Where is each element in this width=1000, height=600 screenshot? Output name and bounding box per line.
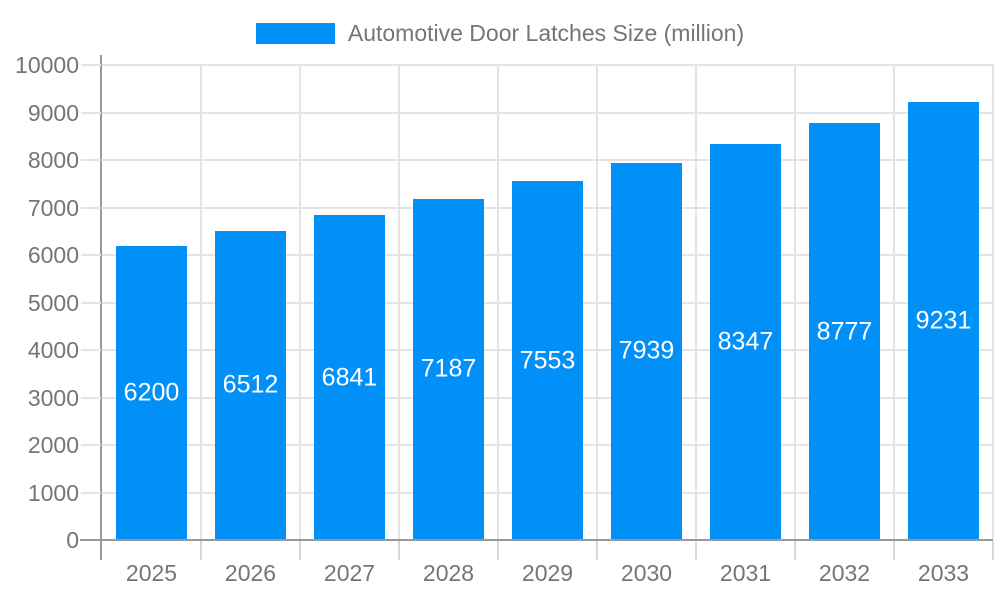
y-tick-label: 4000 <box>27 337 79 363</box>
x-tick-label: 2030 <box>620 560 673 586</box>
bar-value-label: 6200 <box>123 378 180 407</box>
bar-2031[interactable]: 8347 <box>710 143 781 540</box>
y-tick-label: 6000 <box>27 242 79 268</box>
v-gridline <box>992 65 994 540</box>
h-gridline <box>102 111 993 114</box>
y-axis-line <box>100 55 102 560</box>
x-axis-tick <box>893 541 895 560</box>
x-tick-label: 2029 <box>521 560 574 586</box>
category-cell-2025: 6200 <box>102 65 201 540</box>
category-cell-2030: 7939 <box>597 65 696 540</box>
bar-2027[interactable]: 6841 <box>314 215 385 540</box>
y-tick-label: 2000 <box>27 432 79 458</box>
bar-value-label: 6841 <box>321 363 378 392</box>
bar-2028[interactable]: 7187 <box>413 198 484 540</box>
bar-value-label: 9231 <box>915 306 972 335</box>
y-axis-tick <box>81 491 101 494</box>
y-tick-label: 8000 <box>27 147 79 173</box>
y-tick-label: 3000 <box>27 384 79 411</box>
x-axis-tick <box>794 541 796 560</box>
y-tick-label: 0 <box>66 527 79 553</box>
x-axis-tick <box>299 541 301 560</box>
x-tick-label: 2025 <box>125 560 178 586</box>
y-tick-label: 9000 <box>27 99 79 126</box>
bar-2026[interactable]: 6512 <box>215 230 286 540</box>
bar-value-label: 8347 <box>717 327 774 356</box>
y-axis-tick <box>81 159 101 161</box>
y-tick-label: 1000 <box>27 479 79 506</box>
y-tick-label: 7000 <box>27 194 79 221</box>
v-gridline <box>694 65 697 540</box>
legend-label: Automotive Door Latches Size (million) <box>347 19 745 46</box>
y-axis-tick <box>81 349 101 351</box>
h-gridline <box>102 159 993 161</box>
bar-value-label: 8777 <box>816 317 873 346</box>
category-cell-2026: 6512 <box>201 65 300 540</box>
x-tick-label: 2028 <box>422 560 475 586</box>
x-axis-tick <box>497 541 499 560</box>
x-tick-label: 2033 <box>917 560 970 586</box>
y-axis-tick <box>81 444 101 446</box>
v-gridline <box>496 65 499 540</box>
y-axis-tick <box>81 254 101 256</box>
plot-area: 6200 6512 6841 7187 7553 7939 8347 8777 9231 <box>102 64 994 540</box>
bar-value-label: 7187 <box>420 354 477 383</box>
v-gridline <box>892 65 895 540</box>
v-gridline <box>199 65 202 540</box>
y-tick-label: 5000 <box>27 289 79 316</box>
y-axis-tick <box>81 396 101 399</box>
legend-swatch-icon <box>255 22 335 44</box>
bar-2032[interactable]: 8777 <box>809 123 880 540</box>
x-axis-line <box>80 539 993 541</box>
x-tick-label: 2027 <box>323 560 376 586</box>
category-cell-2033: 9231 <box>894 65 993 540</box>
x-tick-label: 2026 <box>224 560 277 586</box>
v-gridline <box>397 65 400 540</box>
y-tick-label: 10000 <box>15 52 79 78</box>
category-cell-2032: 8777 <box>795 65 894 540</box>
legend-item[interactable]: Automotive Door Latches Size (million) <box>0 20 1000 46</box>
y-axis-tick <box>81 64 101 66</box>
x-tick-label: 2032 <box>818 560 871 586</box>
x-axis-tick <box>200 541 202 560</box>
category-cell-2027: 6841 <box>300 65 399 540</box>
x-axis-tick <box>398 541 400 560</box>
v-gridline <box>298 65 301 540</box>
category-cell-2031: 8347 <box>696 65 795 540</box>
x-axis-tick <box>992 541 994 560</box>
y-axis-tick <box>81 301 101 304</box>
bar-value-label: 6512 <box>222 370 279 399</box>
bar-value-label: 7939 <box>618 336 675 365</box>
y-axis-tick <box>81 111 101 114</box>
h-gridline <box>102 64 993 66</box>
bar-2025[interactable]: 6200 <box>116 245 187 540</box>
bar-value-label: 7553 <box>519 346 576 375</box>
category-cell-2028: 7187 <box>399 65 498 540</box>
x-axis-tick <box>695 541 697 560</box>
bar-2033[interactable]: 9231 <box>908 101 979 540</box>
y-axis-tick <box>81 206 101 209</box>
bar-2029[interactable]: 7553 <box>512 181 583 540</box>
x-tick-label: 2031 <box>719 560 772 586</box>
v-gridline <box>596 65 598 540</box>
x-axis-tick <box>596 541 598 560</box>
category-cell-2029: 7553 <box>498 65 597 540</box>
v-gridline <box>794 65 796 540</box>
bar-2030[interactable]: 7939 <box>611 162 682 540</box>
